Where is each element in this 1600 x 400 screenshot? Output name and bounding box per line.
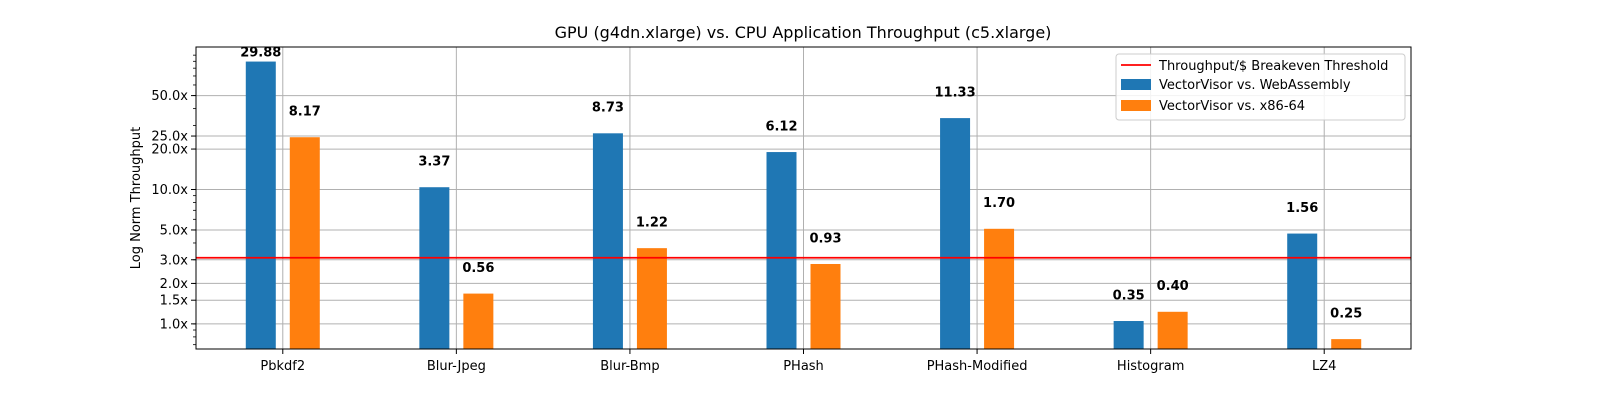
bar-value-label: 8.73	[592, 101, 624, 116]
bar-value-label: 1.22	[636, 215, 668, 230]
bar-series1	[419, 187, 450, 349]
bar-value-label: 3.37	[418, 155, 450, 170]
y-tick-label: 2.0x	[160, 277, 189, 292]
bar-value-label: 8.17	[289, 105, 321, 120]
y-tick-label: 50.0x	[151, 89, 188, 104]
legend-swatch-series2	[1121, 100, 1151, 111]
legend: Throughput/$ Breakeven Threshold VectorVi…	[1115, 53, 1406, 121]
bar-value-labels: 29.88 3.37 8.73 6.12 11.33 0.35 1.56 8.17 0.56 1.…	[240, 46, 1362, 322]
grid-lines	[196, 47, 1411, 349]
y-tick-label: 1.5x	[160, 294, 189, 309]
y-axis-label: Log Norm Throughput	[129, 127, 144, 269]
x-tick-label: LZ4	[1312, 359, 1336, 374]
bar-value-label: 1.70	[983, 196, 1015, 211]
chart-title: GPU (g4dn.xlarge) vs. CPU Application Th…	[555, 23, 1052, 42]
legend-label-series1: VectorVisor vs. WebAssembly	[1159, 78, 1351, 93]
bar-value-label: 0.40	[1157, 279, 1189, 294]
bar-value-label: 0.93	[809, 231, 841, 246]
bar-series2	[463, 293, 494, 349]
y-tick-label: 25.0x	[151, 130, 188, 145]
bar-value-label: 0.25	[1330, 306, 1362, 321]
bar-series2	[1331, 339, 1362, 349]
x-tick-label: PHash	[783, 359, 824, 374]
legend-swatch-series1	[1121, 79, 1151, 90]
y-tick-label: 20.0x	[151, 143, 188, 158]
x-tick-label: Blur-Jpeg	[427, 359, 486, 374]
x-tick-label: Histogram	[1117, 359, 1184, 374]
bar-series2	[636, 248, 667, 349]
bar-value-label: 0.35	[1113, 288, 1145, 303]
bar-series2	[810, 263, 841, 349]
y-tick-label: 3.0x	[160, 253, 189, 268]
legend-box	[1115, 53, 1406, 121]
bar-series1	[940, 118, 971, 349]
y-tick-label: 5.0x	[160, 223, 189, 238]
bar-value-label: 29.88	[240, 46, 281, 61]
bar-value-label: 1.56	[1286, 201, 1318, 216]
bar-value-label: 11.33	[935, 85, 976, 100]
y-tick-label: 10.0x	[151, 183, 188, 198]
bar-series2	[984, 228, 1015, 349]
bar-series2	[1157, 311, 1188, 349]
bar-series1	[1113, 321, 1144, 349]
bar-value-label: 6.12	[765, 119, 797, 134]
plot-frame	[195, 46, 1412, 350]
bar-series1	[766, 152, 797, 349]
y-tick-label: 1.0x	[160, 317, 189, 332]
bar-value-label: 0.56	[462, 261, 494, 276]
bar-series1	[245, 61, 276, 350]
bar-series1	[1287, 233, 1318, 349]
bar-series2	[289, 137, 320, 349]
x-tick-label: Blur-Bmp	[600, 359, 659, 374]
bar-series1	[592, 133, 623, 349]
x-tick-label: PHash-Modified	[927, 359, 1028, 374]
legend-label-series2: VectorVisor vs. x86-64	[1159, 99, 1305, 114]
bars	[245, 61, 1362, 350]
legend-label-threshold: Throughput/$ Breakeven Threshold	[1158, 59, 1388, 74]
x-tick-label: Pbkdf2	[260, 359, 305, 374]
